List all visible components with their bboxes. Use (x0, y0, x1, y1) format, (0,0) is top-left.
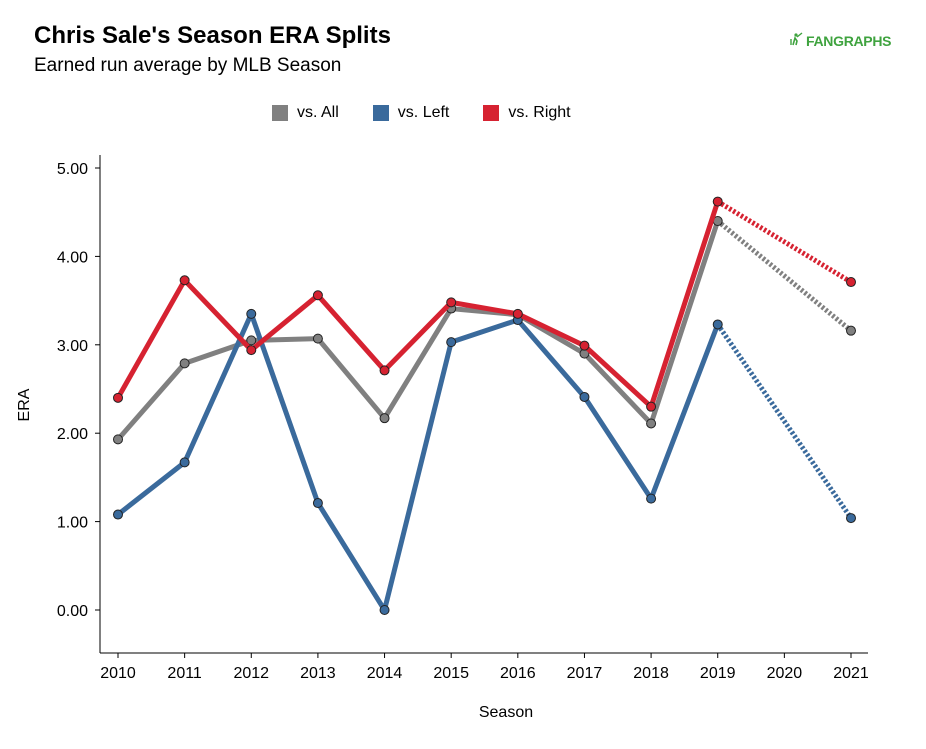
data-point-right (579, 340, 590, 351)
data-point-left (113, 509, 123, 520)
x-tick-label: 2012 (233, 665, 269, 682)
x-tick-label: 2010 (100, 665, 136, 682)
x-tick-label: 2017 (567, 665, 603, 682)
legend-swatch-left (372, 105, 389, 121)
x-tick-label: 2015 (433, 665, 469, 682)
data-point-left (646, 493, 657, 504)
data-point-right (312, 290, 323, 301)
series-line-all (115, 218, 721, 442)
x-tick-label: 2014 (367, 665, 403, 682)
data-point-all (179, 358, 190, 369)
fangraphs-logo: FANGRAPHS (790, 32, 892, 49)
series-line-right (115, 199, 721, 410)
data-point-right (446, 297, 457, 308)
y-tick-label: 2.00 (57, 426, 88, 443)
legend-label-all: vs. All (297, 104, 339, 121)
series-left (113, 308, 856, 615)
legend-label-right: vs. Right (508, 104, 571, 121)
data-point-left (846, 513, 856, 524)
data-point-all (312, 333, 323, 344)
data-point-right (179, 275, 190, 286)
series-right (113, 196, 856, 412)
y-axis-title: ERA (16, 388, 33, 421)
batter-icon (790, 32, 804, 49)
x-tick-label: 2018 (633, 665, 669, 682)
x-tick-label: 2020 (767, 665, 803, 682)
chart-subtitle: Earned run average by MLB Season (34, 55, 342, 76)
data-point-all (379, 413, 390, 424)
x-tick-label: 2021 (833, 665, 869, 682)
legend-item-left: vs. Left (372, 104, 450, 122)
data-point-right (512, 308, 523, 319)
series-dotted-line-left (715, 323, 854, 520)
y-tick-label: 5.00 (57, 161, 88, 178)
data-point-all (113, 434, 123, 445)
data-point-left (712, 319, 723, 330)
x-tick-label: 2019 (700, 665, 736, 682)
y-tick-label: 3.00 (57, 338, 88, 355)
data-point-left (379, 605, 390, 615)
x-tick-label: 2011 (167, 665, 202, 682)
x-tick-label: 2016 (500, 665, 536, 682)
chart-axes: 0.00 1.00 2.00 3.00 4.00 5.00 2010 2011 2012 2013… (57, 155, 869, 682)
data-point-right (379, 365, 390, 376)
data-point-left (579, 391, 590, 402)
legend-swatch-right (483, 105, 500, 121)
legend-swatch-all (272, 105, 288, 121)
legend-label-left: vs. Left (397, 104, 450, 121)
data-point-left (246, 308, 257, 319)
legend-item-all: vs. All (272, 104, 339, 122)
data-point-right (712, 196, 723, 207)
x-axis-title: Season (479, 704, 533, 721)
data-point-all (246, 335, 257, 346)
legend-item-right: vs. Right (483, 104, 571, 122)
series-dotted-line-all (716, 219, 853, 333)
data-point-right (246, 345, 257, 356)
series-line-left (115, 311, 721, 613)
data-point-right (846, 277, 856, 288)
series-dotted-line-right (716, 199, 853, 285)
y-tick-label: 4.00 (57, 249, 88, 266)
chart-legend: vs. All vs. Left vs. Right (272, 104, 571, 122)
brand-text: FANGRAPHS (806, 32, 892, 49)
data-point-left (312, 498, 323, 509)
data-point-right (113, 392, 123, 403)
y-tick-label: 0.00 (57, 603, 88, 620)
data-point-left (446, 337, 457, 348)
data-point-all (646, 418, 657, 429)
chart-title: Chris Sale's Season ERA Splits (34, 22, 391, 49)
data-point-right (646, 401, 657, 412)
chart-series (113, 196, 856, 615)
x-tick-label: 2013 (300, 665, 336, 682)
data-point-left (179, 457, 190, 468)
y-tick-label: 1.00 (57, 515, 88, 532)
data-point-all (846, 325, 856, 336)
